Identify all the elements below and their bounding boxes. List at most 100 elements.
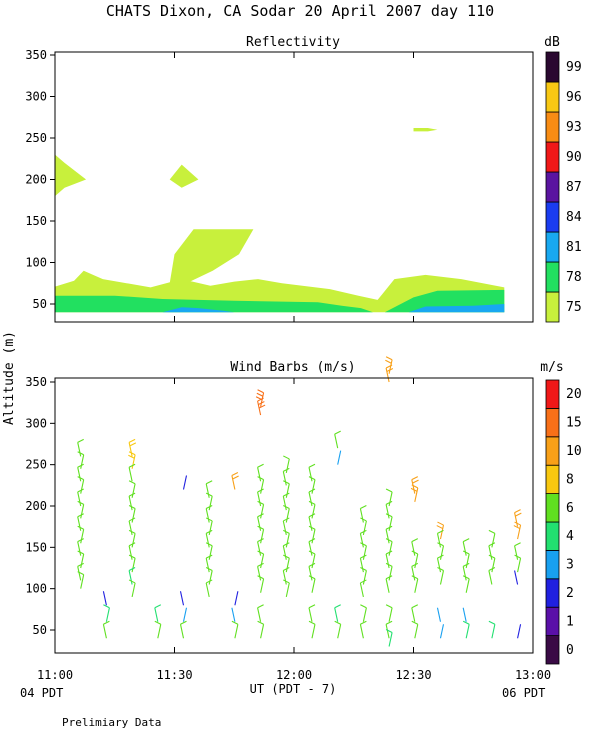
wind-barb bbox=[359, 554, 367, 573]
barb-shaft bbox=[439, 570, 445, 585]
wind-barb bbox=[334, 604, 341, 622]
barb-shaft bbox=[388, 516, 393, 531]
barb-flag bbox=[360, 620, 367, 625]
barb-shaft bbox=[260, 529, 265, 544]
wind-barb bbox=[255, 389, 265, 407]
barb-shaft bbox=[80, 454, 85, 469]
barb-flag bbox=[257, 562, 264, 567]
barb-shaft bbox=[385, 578, 390, 593]
barb-shaft bbox=[359, 533, 364, 548]
barb-shaft bbox=[285, 582, 290, 598]
barb-flag bbox=[283, 542, 290, 547]
barb-shaft bbox=[257, 516, 262, 531]
barb-flag bbox=[77, 476, 84, 481]
barb-flag bbox=[385, 525, 393, 530]
barb-shaft bbox=[439, 624, 445, 639]
barb-flag bbox=[128, 554, 136, 559]
barb-shaft bbox=[359, 508, 364, 523]
barb-shaft bbox=[128, 496, 133, 511]
wind-barb bbox=[488, 620, 496, 639]
wind-barb bbox=[411, 575, 419, 593]
wind-barb bbox=[182, 607, 188, 622]
barb-shaft bbox=[388, 491, 393, 507]
wind-barb bbox=[462, 620, 470, 639]
barb-flag bbox=[308, 513, 316, 518]
barb-shaft bbox=[131, 508, 136, 523]
barb-shaft bbox=[285, 483, 290, 498]
x-tick-label: 12:30 bbox=[395, 668, 431, 682]
barb-shaft bbox=[311, 529, 316, 544]
barb-flag bbox=[385, 575, 393, 580]
reflectivity-colorbar-unit: dB bbox=[544, 35, 560, 50]
colorbar-swatch bbox=[545, 407, 560, 438]
wind-barb bbox=[205, 529, 213, 548]
wind-barb bbox=[128, 517, 136, 536]
barb-shaft bbox=[411, 479, 416, 494]
colorbar-label: 1 bbox=[566, 614, 574, 629]
wind-barb bbox=[360, 567, 367, 585]
wind-barb bbox=[410, 484, 419, 502]
barb-shaft bbox=[282, 520, 287, 536]
barb-shaft bbox=[359, 558, 364, 573]
barb-flag bbox=[257, 620, 264, 625]
wind-barb bbox=[128, 567, 136, 585]
wind-barb bbox=[359, 505, 367, 523]
barb-flag bbox=[128, 492, 136, 497]
barb-flag bbox=[283, 467, 290, 472]
wind-barb bbox=[385, 620, 393, 639]
wind-barb bbox=[77, 538, 84, 556]
barb-shaft bbox=[285, 508, 290, 523]
barb-shaft bbox=[308, 516, 313, 531]
wind-barb bbox=[334, 430, 341, 449]
colorbar-swatch bbox=[545, 436, 560, 466]
y-tick-label: 350 bbox=[25, 48, 47, 62]
colorbar-label: 90 bbox=[566, 150, 582, 165]
barb-shaft bbox=[514, 545, 519, 560]
y-tick-label: 50 bbox=[33, 297, 47, 311]
barb-shaft bbox=[234, 591, 239, 606]
wind-barb bbox=[514, 509, 522, 527]
barb-shaft bbox=[514, 512, 519, 527]
barb-shaft bbox=[411, 566, 416, 581]
colorbar-label: 2 bbox=[566, 586, 574, 601]
barb-flag bbox=[77, 513, 84, 518]
barb-flag bbox=[360, 567, 367, 572]
barb-shaft bbox=[414, 578, 419, 593]
wind-barb bbox=[257, 604, 264, 622]
barb-flag bbox=[283, 517, 290, 522]
barb-flag bbox=[308, 562, 316, 567]
wind-barb bbox=[128, 554, 136, 573]
wind-barb bbox=[102, 620, 110, 639]
barb-flag bbox=[411, 476, 419, 481]
wind-barb bbox=[359, 579, 367, 598]
y-axis-label: Altitude (m) bbox=[2, 331, 17, 425]
wind-barb bbox=[282, 517, 290, 536]
wind-barb bbox=[282, 542, 290, 560]
wind-barbs-title: Wind Barbs (m/s) bbox=[230, 360, 355, 375]
wind-barb bbox=[205, 554, 213, 573]
barb-shaft bbox=[205, 558, 210, 573]
barb-shaft bbox=[257, 491, 262, 507]
wind-barb bbox=[308, 562, 316, 581]
barb-flag bbox=[128, 480, 136, 485]
barb-shaft bbox=[154, 607, 159, 622]
y-tick-label: 250 bbox=[25, 458, 47, 472]
barb-shaft bbox=[311, 504, 316, 519]
barb-flag bbox=[411, 575, 419, 580]
barb-flag bbox=[77, 451, 84, 456]
wind-barb bbox=[283, 554, 290, 573]
barb-shaft bbox=[205, 582, 210, 598]
wind-barb bbox=[257, 575, 265, 593]
wind-barb bbox=[77, 562, 84, 581]
reflectivity-region bbox=[408, 304, 505, 313]
barb-flag bbox=[515, 512, 522, 517]
colorbar-label: 93 bbox=[566, 120, 582, 135]
barb-shaft bbox=[257, 607, 262, 622]
wind-barb bbox=[436, 529, 444, 548]
x-tick-label: 12:00 bbox=[276, 668, 312, 682]
y-tick-label: 100 bbox=[25, 582, 47, 596]
barb-shaft bbox=[257, 566, 262, 581]
reflectivity-title: Reflectivity bbox=[246, 35, 340, 50]
